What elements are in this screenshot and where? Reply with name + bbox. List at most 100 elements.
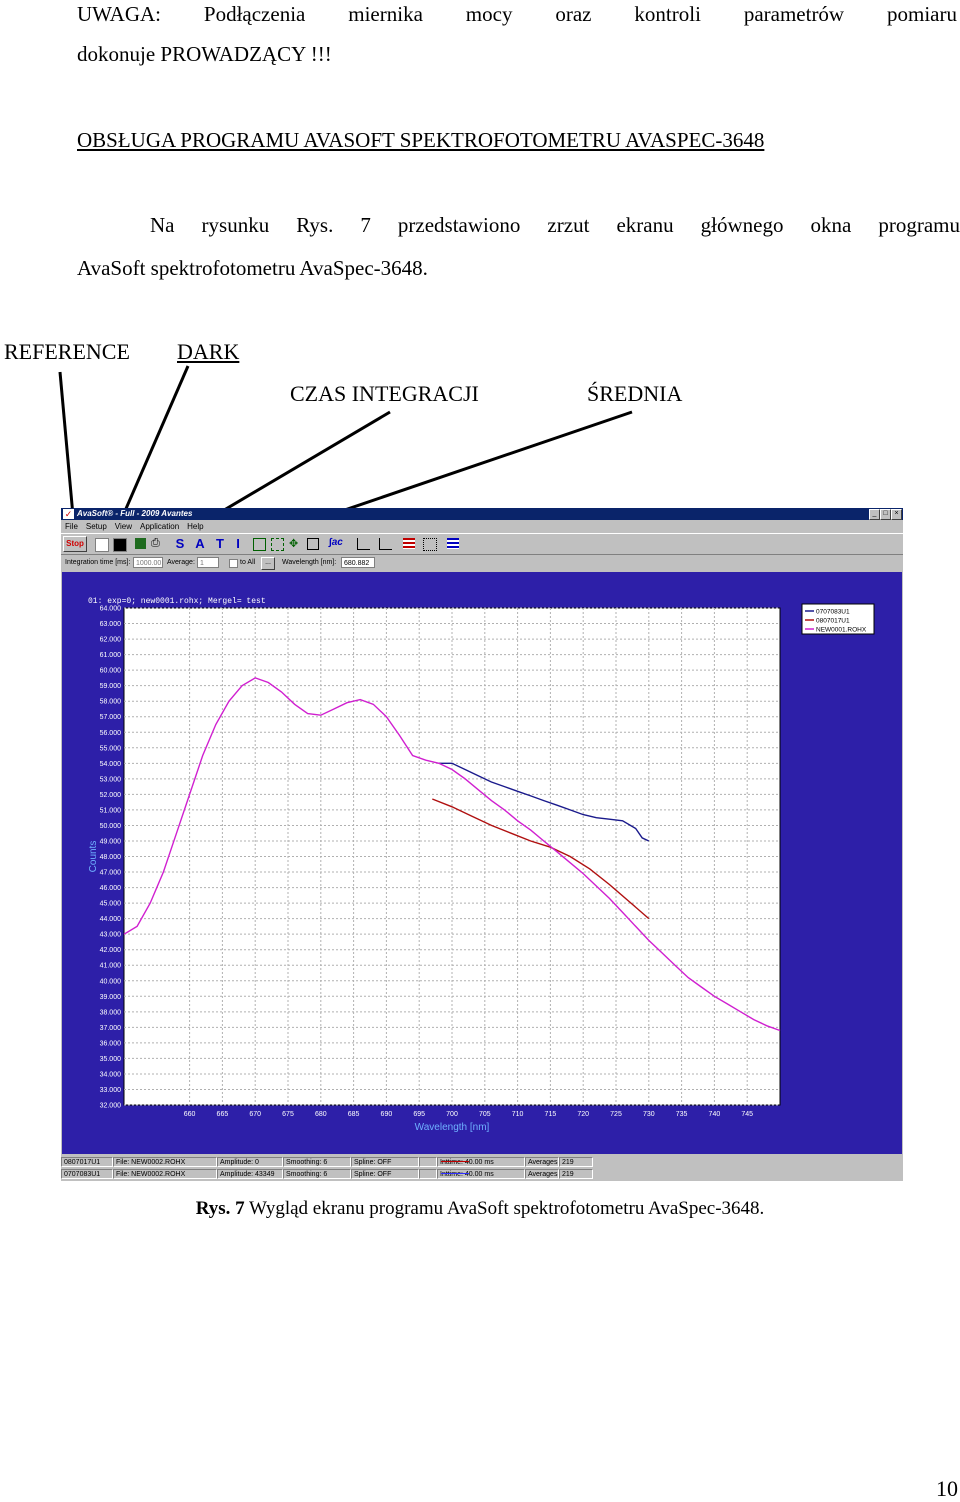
y-tick-label: 62.000 bbox=[100, 637, 122, 644]
y-tick-label: 48.000 bbox=[100, 854, 122, 861]
print-icon[interactable]: ⎙ bbox=[151, 537, 160, 549]
status-line-color bbox=[441, 1173, 469, 1174]
menu-view[interactable]: View bbox=[114, 522, 132, 531]
select-icon[interactable] bbox=[307, 538, 319, 550]
x-tick-label: 670 bbox=[249, 1111, 261, 1118]
autoscale-icon[interactable]: ∫ac bbox=[329, 537, 343, 548]
status-cell: Averages: 60 bbox=[525, 1157, 559, 1167]
y-tick-label: 50.000 bbox=[100, 823, 122, 830]
maximize-button[interactable]: □ bbox=[880, 509, 891, 520]
x-tick-label: 660 bbox=[184, 1111, 196, 1118]
x-tick-label: 675 bbox=[282, 1111, 294, 1118]
history-icon[interactable] bbox=[379, 538, 392, 550]
zoom-in-icon[interactable] bbox=[253, 538, 266, 551]
x-tick-label: 680 bbox=[315, 1111, 327, 1118]
y-tick-label: 44.000 bbox=[100, 916, 122, 923]
transmission-mode-button[interactable]: T bbox=[216, 536, 224, 551]
x-tick-label: 745 bbox=[741, 1111, 753, 1118]
caption-label: Rys. 7 bbox=[195, 1198, 245, 1219]
x-tick-label: 665 bbox=[217, 1111, 229, 1118]
status-cell: Amplitude: 0 bbox=[217, 1157, 283, 1167]
y-tick-label: 35.000 bbox=[100, 1056, 122, 1063]
status-cell: File: NEW0002.ROHX bbox=[113, 1157, 217, 1167]
status-cell: Smoothing: 6 bbox=[283, 1169, 351, 1179]
menu-file[interactable]: File bbox=[65, 522, 78, 531]
reference-button[interactable] bbox=[95, 538, 109, 552]
window-title: AvaSoft® - Full - 2009 Avantes bbox=[77, 509, 193, 518]
status-row: 0707083U1 File: NEW0002.ROHX Amplitude: 43… bbox=[61, 1169, 903, 1180]
measurement-params-bar: Integration time [ms]: 1000.00 Average: … bbox=[61, 554, 903, 572]
avasoft-logo-icon: ✓ bbox=[63, 509, 74, 519]
y-tick-label: 32.000 bbox=[100, 1103, 122, 1110]
page-number: 10 bbox=[936, 1476, 958, 1501]
menu-bar: File Setup View Application Help bbox=[61, 520, 903, 533]
x-tick-label: 735 bbox=[676, 1111, 688, 1118]
status-cell: Spline: OFF bbox=[351, 1157, 419, 1167]
series-line-0807017U1 bbox=[432, 798, 650, 920]
y-tick-label: 55.000 bbox=[100, 745, 122, 752]
x-axis-label: Wavelength [nm] bbox=[415, 1122, 490, 1133]
menu-application[interactable]: Application bbox=[140, 522, 180, 531]
y-tick-label: 34.000 bbox=[100, 1071, 122, 1078]
x-tick-label: 685 bbox=[348, 1111, 360, 1118]
y-tick-label: 37.000 bbox=[100, 1025, 122, 1032]
y-tick-label: 40.000 bbox=[100, 978, 122, 985]
table-icon[interactable] bbox=[403, 538, 415, 549]
x-tick-label: 715 bbox=[545, 1111, 557, 1118]
spectrum-chart: 660 665 670 675 680 685 690 695 700 705 710 715 720 7… bbox=[88, 597, 875, 1133]
y-tick-label: 60.000 bbox=[100, 668, 122, 675]
save-icon[interactable] bbox=[135, 538, 146, 549]
status-cell: File: NEW0002.ROHX bbox=[113, 1169, 217, 1179]
status-cell: Averages: 30 bbox=[525, 1169, 559, 1179]
average-label: Average: bbox=[167, 559, 195, 566]
export-icon[interactable] bbox=[447, 538, 459, 549]
graph-icon[interactable] bbox=[357, 538, 370, 550]
wavelength-value: 680.882 bbox=[341, 557, 375, 568]
move-icon[interactable]: ✥ bbox=[289, 538, 299, 550]
status-cell: Amplitude: 43349 bbox=[217, 1169, 283, 1179]
scope-mode-button[interactable]: S bbox=[175, 536, 185, 551]
series-line-NEW0001.ROHX bbox=[123, 677, 781, 1032]
average-input[interactable]: 1 bbox=[197, 557, 219, 568]
close-button[interactable]: × bbox=[891, 509, 902, 520]
y-tick-label: 57.000 bbox=[100, 714, 122, 721]
section-heading: OBSŁUGA PROGRAMU AVASOFT SPEKTROFOTOMETR… bbox=[77, 128, 765, 152]
dark-button[interactable] bbox=[113, 538, 127, 552]
minimize-button[interactable]: _ bbox=[869, 509, 880, 520]
y-tick-label: 51.000 bbox=[100, 807, 122, 814]
irradiance-mode-button[interactable]: I bbox=[236, 536, 240, 551]
crosshair-icon[interactable] bbox=[423, 538, 437, 551]
label-average: ŚREDNIA bbox=[587, 381, 683, 406]
more-options-button[interactable]: ... bbox=[261, 557, 275, 570]
spectrum-plot: 660 665 670 675 680 685 690 695 700 705 710 715 720 7… bbox=[62, 572, 902, 1154]
status-cell: Inttime: 40.00 ms bbox=[437, 1169, 525, 1179]
chart-title: 01: exp=0; new0001.rohx; Mergel= test bbox=[88, 597, 266, 606]
menu-help[interactable]: Help bbox=[187, 522, 204, 531]
status-cell: Smoothing: 6 bbox=[283, 1157, 351, 1167]
to-all-label: to All bbox=[240, 559, 256, 566]
status-cell: Inttime: 40.00 ms bbox=[437, 1157, 525, 1167]
y-tick-label: 52.000 bbox=[100, 792, 122, 799]
intro-line-2: AvaSoft spektrofotometru AvaSpec-3648. bbox=[77, 256, 428, 280]
y-tick-label: 63.000 bbox=[100, 621, 122, 628]
x-tick-label: 720 bbox=[577, 1111, 589, 1118]
zoom-out-icon[interactable] bbox=[271, 538, 284, 551]
y-tick-label: 33.000 bbox=[100, 1087, 122, 1094]
to-all-checkbox[interactable] bbox=[229, 559, 238, 568]
menu-setup[interactable]: Setup bbox=[85, 522, 107, 531]
y-tick-label: 42.000 bbox=[100, 947, 122, 954]
legend-entry: 0707083U1 bbox=[816, 609, 850, 616]
status-cell: 0807017U1 bbox=[61, 1157, 113, 1167]
absorbance-mode-button[interactable]: A bbox=[195, 536, 205, 551]
integration-time-input[interactable]: 1000.00 bbox=[133, 557, 163, 568]
x-tick-label: 695 bbox=[413, 1111, 425, 1118]
label-reference: REFERENCE bbox=[4, 339, 130, 364]
legend-entry: NEW0001.ROHX bbox=[816, 627, 867, 634]
y-tick-label: 59.000 bbox=[100, 683, 122, 690]
title-bar: ✓ AvaSoft® - Full - 2009 Avantes _ □ × bbox=[61, 508, 903, 520]
y-tick-label: 36.000 bbox=[100, 1040, 122, 1047]
wavelength-label: Wavelength [nm]: bbox=[282, 559, 337, 566]
integration-time-label: Integration time [ms]: bbox=[65, 559, 131, 566]
status-cell: 0707083U1 bbox=[61, 1169, 113, 1179]
stop-button[interactable]: Stop bbox=[63, 536, 87, 552]
